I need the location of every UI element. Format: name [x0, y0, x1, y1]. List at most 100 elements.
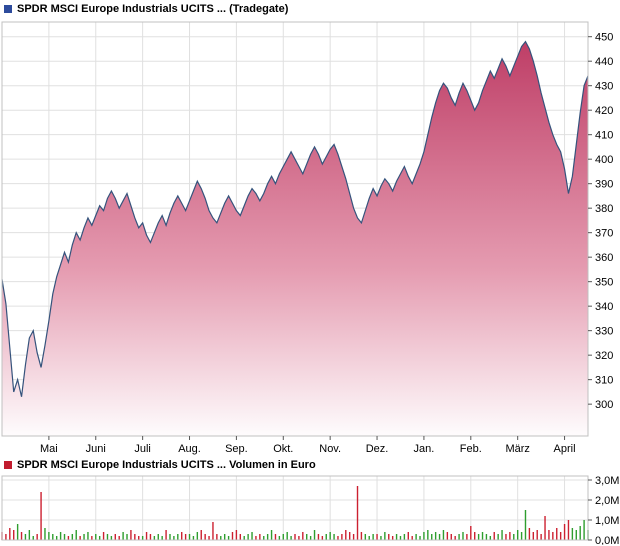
volume-bar: [138, 536, 140, 540]
volume-bar: [454, 536, 456, 540]
volume-bar: [114, 534, 116, 540]
volume-bar: [48, 532, 50, 540]
volume-bar: [243, 536, 245, 540]
volume-bar: [192, 536, 195, 540]
volume-bar: [44, 528, 46, 540]
volume-bar: [388, 534, 390, 540]
volume-bar: [329, 532, 331, 540]
volume-bar: [227, 536, 230, 540]
volume-bar: [481, 532, 484, 540]
volume-bar: [118, 536, 120, 540]
price-axis-label: 330: [595, 326, 613, 338]
volume-bar: [313, 530, 316, 540]
volume-bar: [145, 532, 148, 540]
price-axis-label: 450: [595, 32, 613, 44]
volume-bar: [321, 536, 324, 540]
volume-bar: [153, 536, 156, 540]
volume-bar: [157, 534, 159, 540]
volume-chart-title: SPDR MSCI Europe Industrials UCITS ... V…: [17, 459, 316, 471]
volume-bar: [231, 532, 234, 540]
volume-bar: [247, 534, 249, 540]
volume-bar: [501, 530, 503, 540]
volume-bar: [427, 530, 429, 540]
volume-bar: [450, 534, 452, 540]
price-plot-border: [1, 21, 589, 437]
volume-bar: [532, 532, 535, 540]
volume-bar: [516, 530, 519, 540]
volume-bar: [266, 534, 269, 540]
volume-bar: [223, 534, 226, 540]
volume-bar: [71, 534, 74, 540]
volume-bar: [255, 536, 257, 540]
price-chart: 450 440 430 420 410 400 390 380 370 360 350 340 330 3…: [0, 16, 620, 456]
volume-bar: [524, 510, 527, 540]
volume-bar: [485, 534, 488, 540]
month-label: Sep.: [225, 443, 248, 455]
volume-plot-border: [1, 475, 589, 541]
price-axis-label: 430: [595, 81, 613, 93]
month-label: April: [554, 443, 576, 455]
price-chart-title: SPDR MSCI Europe Industrials UCITS ... (…: [17, 3, 289, 15]
price-axis-label: 320: [595, 350, 613, 362]
volume-bar: [528, 528, 531, 540]
volume-bar: [442, 530, 445, 540]
volume-bar: [462, 532, 464, 540]
volume-bar: [141, 536, 144, 540]
volume-bar: [63, 534, 66, 540]
volume-bar: [548, 530, 550, 540]
volume-bar: [282, 534, 284, 540]
volume-bar: [407, 532, 409, 540]
volume-bar: [434, 532, 437, 540]
volume-bar: [274, 534, 277, 540]
volume-bar: [505, 534, 507, 540]
volume-bar: [458, 534, 460, 540]
volume-bar: [181, 532, 183, 540]
volume-bar: [356, 486, 359, 540]
volume-bar: [40, 492, 42, 540]
volume-bar: [122, 532, 124, 540]
volume-axis-label: 3,0M: [595, 475, 619, 487]
volume-bar: [294, 534, 296, 540]
volume-bar: [567, 520, 570, 540]
volume-bar: [79, 536, 81, 540]
volume-bar: [474, 532, 476, 540]
volume-bar: [364, 534, 367, 540]
volume-bar: [263, 536, 265, 540]
price-line: [1, 40, 589, 397]
volume-axis-label: 0,0M: [595, 535, 619, 545]
volume-bar: [13, 530, 15, 540]
volume-bar: [270, 530, 273, 540]
volume-bar: [55, 536, 58, 540]
price-chart-header: SPDR MSCI Europe Industrials UCITS ... (…: [4, 3, 288, 15]
volume-bar: [345, 530, 347, 540]
volume-bar: [75, 530, 77, 540]
volume-bar: [28, 530, 31, 540]
volume-bar: [52, 534, 54, 540]
volume-bar: [477, 534, 480, 540]
volume-bar: [513, 534, 515, 540]
price-axis-label: 370: [595, 228, 613, 240]
volume-bar: [579, 526, 581, 540]
volume-bar: [251, 532, 253, 540]
month-label: März: [505, 443, 529, 455]
price-axis-label: 420: [595, 105, 613, 117]
price-axis-label: 300: [595, 399, 613, 411]
volume-bar: [298, 536, 300, 540]
volume-bar: [419, 536, 421, 540]
volume-bar: [24, 534, 27, 540]
volume-bar: [149, 534, 152, 540]
volume-bar: [204, 534, 206, 540]
volume-bar: [177, 534, 179, 540]
volume-bar: [348, 532, 351, 540]
volume-bar: [552, 532, 554, 540]
month-label: Juli: [134, 443, 151, 455]
volume-bar: [20, 532, 23, 540]
volume-bar: [571, 528, 574, 540]
volume-bar: [415, 534, 417, 540]
volume-bar: [466, 534, 468, 540]
volume-bar: [32, 536, 34, 540]
volume-bar: [391, 536, 394, 540]
volume-chart-header: SPDR MSCI Europe Industrials UCITS ... V…: [4, 459, 316, 471]
volume-bar: [431, 534, 433, 540]
